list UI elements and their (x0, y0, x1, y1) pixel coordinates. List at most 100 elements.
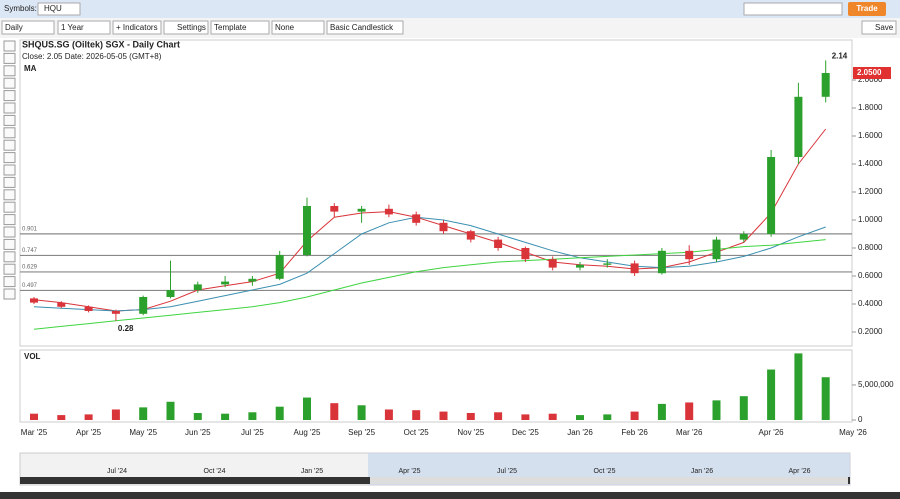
ma-line (33, 216, 826, 312)
x-tick-label: May '25 (129, 428, 157, 437)
style[interactable]: Basic Candlestick (330, 23, 394, 32)
volume-bar (767, 369, 776, 420)
tool-icon (3, 90, 16, 102)
y-tick-label: 1.8000 (858, 103, 883, 112)
navigator-label: Jul '25 (497, 468, 517, 475)
volume-bar (139, 407, 148, 420)
vol-label: VOL (24, 352, 41, 361)
candle-body (439, 222, 448, 232)
candle-body (57, 302, 66, 307)
candle-body (657, 250, 666, 274)
annotation: 2.14 (832, 52, 848, 61)
x-tick-label: Nov '25 (457, 428, 484, 437)
x-tick-label: Jun '25 (185, 428, 211, 437)
symbols-label: Symbols: (4, 4, 37, 13)
volume-bar (248, 412, 257, 420)
x-tick-label: Dec '25 (512, 428, 539, 437)
ma-line (33, 128, 827, 312)
volume-bar (603, 414, 612, 420)
level-label: 0.497 (22, 283, 38, 289)
last-price-label: 2.0500 (857, 68, 882, 77)
x-tick-label: Jan '26 (567, 428, 593, 437)
chart-info: Close: 2.05 Date: 2026-05-05 (GMT+8) (22, 52, 162, 61)
candle-body (166, 290, 175, 297)
tool-icon (3, 127, 16, 139)
tool-icon (3, 276, 16, 288)
tool-icon (3, 189, 16, 201)
candle-body (111, 311, 120, 314)
style-select[interactable] (326, 20, 404, 35)
tool-icon (3, 214, 16, 226)
range[interactable]: 1 Year (61, 23, 84, 32)
volume-bar (657, 403, 666, 420)
volume-bar (739, 396, 748, 420)
volume-bar (111, 409, 120, 420)
period-select[interactable] (1, 20, 55, 35)
settings[interactable]: Settings (177, 23, 206, 32)
candle-body (248, 278, 257, 282)
candle-body (576, 264, 584, 268)
volume-bar (521, 414, 530, 420)
tool-icon (3, 251, 16, 263)
y-tick-label: 0.6000 (858, 271, 883, 280)
indicators[interactable]: + Indicators (116, 23, 158, 32)
symbol-chip[interactable] (37, 2, 81, 16)
candle-body (330, 206, 339, 212)
x-tick-label: Jul '25 (241, 428, 264, 437)
x-tick-label: May '26 (839, 428, 867, 437)
template[interactable]: Template (214, 23, 247, 32)
volume-bar (494, 412, 503, 420)
candle-body (603, 263, 612, 265)
none-select[interactable] (271, 20, 325, 35)
period[interactable]: Daily (5, 23, 23, 32)
top-bar (0, 0, 900, 18)
level-label: 0.629 (22, 265, 38, 271)
y-tick-label: 0.8000 (858, 243, 883, 252)
symbol[interactable]: HQU (44, 4, 62, 13)
volume-bar (630, 411, 639, 420)
tool-icon (3, 238, 16, 250)
y-tick-label: 1.6000 (858, 131, 883, 140)
search-box[interactable] (743, 2, 843, 16)
candle-body (466, 231, 475, 240)
volume-bar (193, 412, 202, 420)
ma-line (33, 239, 826, 330)
volume-bar (221, 413, 230, 420)
candle-body (712, 239, 721, 260)
candle-body (84, 306, 93, 311)
navigator-label: Apr '26 (789, 468, 811, 475)
trade-label[interactable]: Trade (856, 4, 878, 13)
candle-body (521, 248, 530, 260)
price-frame (19, 39, 853, 347)
indicators-button[interactable] (112, 20, 162, 35)
candle-body (794, 96, 803, 157)
none[interactable]: None (275, 23, 295, 32)
y-tick-label: 0.4000 (858, 299, 883, 308)
tool-icon (3, 102, 16, 114)
volume-bar (821, 377, 830, 420)
navigator-label: Jan '25 (301, 468, 323, 475)
y-tick-label: 2.0000 (858, 75, 883, 84)
candle-body (412, 214, 421, 223)
save-button[interactable] (861, 20, 897, 35)
tool-icon (3, 152, 16, 164)
tool-icon (3, 201, 16, 213)
candle-body (821, 73, 830, 97)
volume-bar (57, 415, 66, 420)
settings-button[interactable] (163, 20, 209, 35)
trade-button[interactable] (848, 2, 886, 16)
scroll-thumb[interactable] (370, 477, 848, 484)
volume-bar (794, 353, 803, 420)
volume-bar (84, 414, 93, 420)
range-select[interactable] (57, 20, 111, 35)
ma-label: MA (24, 64, 37, 73)
template-select[interactable] (210, 20, 270, 35)
navigator-label: Oct '24 (204, 468, 226, 475)
volume-bar (576, 415, 584, 420)
y-tick-label: 1.2000 (858, 187, 883, 196)
x-tick-label: Apr '25 (76, 428, 102, 437)
tool-icon (3, 114, 16, 126)
save[interactable]: Save (875, 23, 894, 32)
candle-body (548, 259, 557, 268)
